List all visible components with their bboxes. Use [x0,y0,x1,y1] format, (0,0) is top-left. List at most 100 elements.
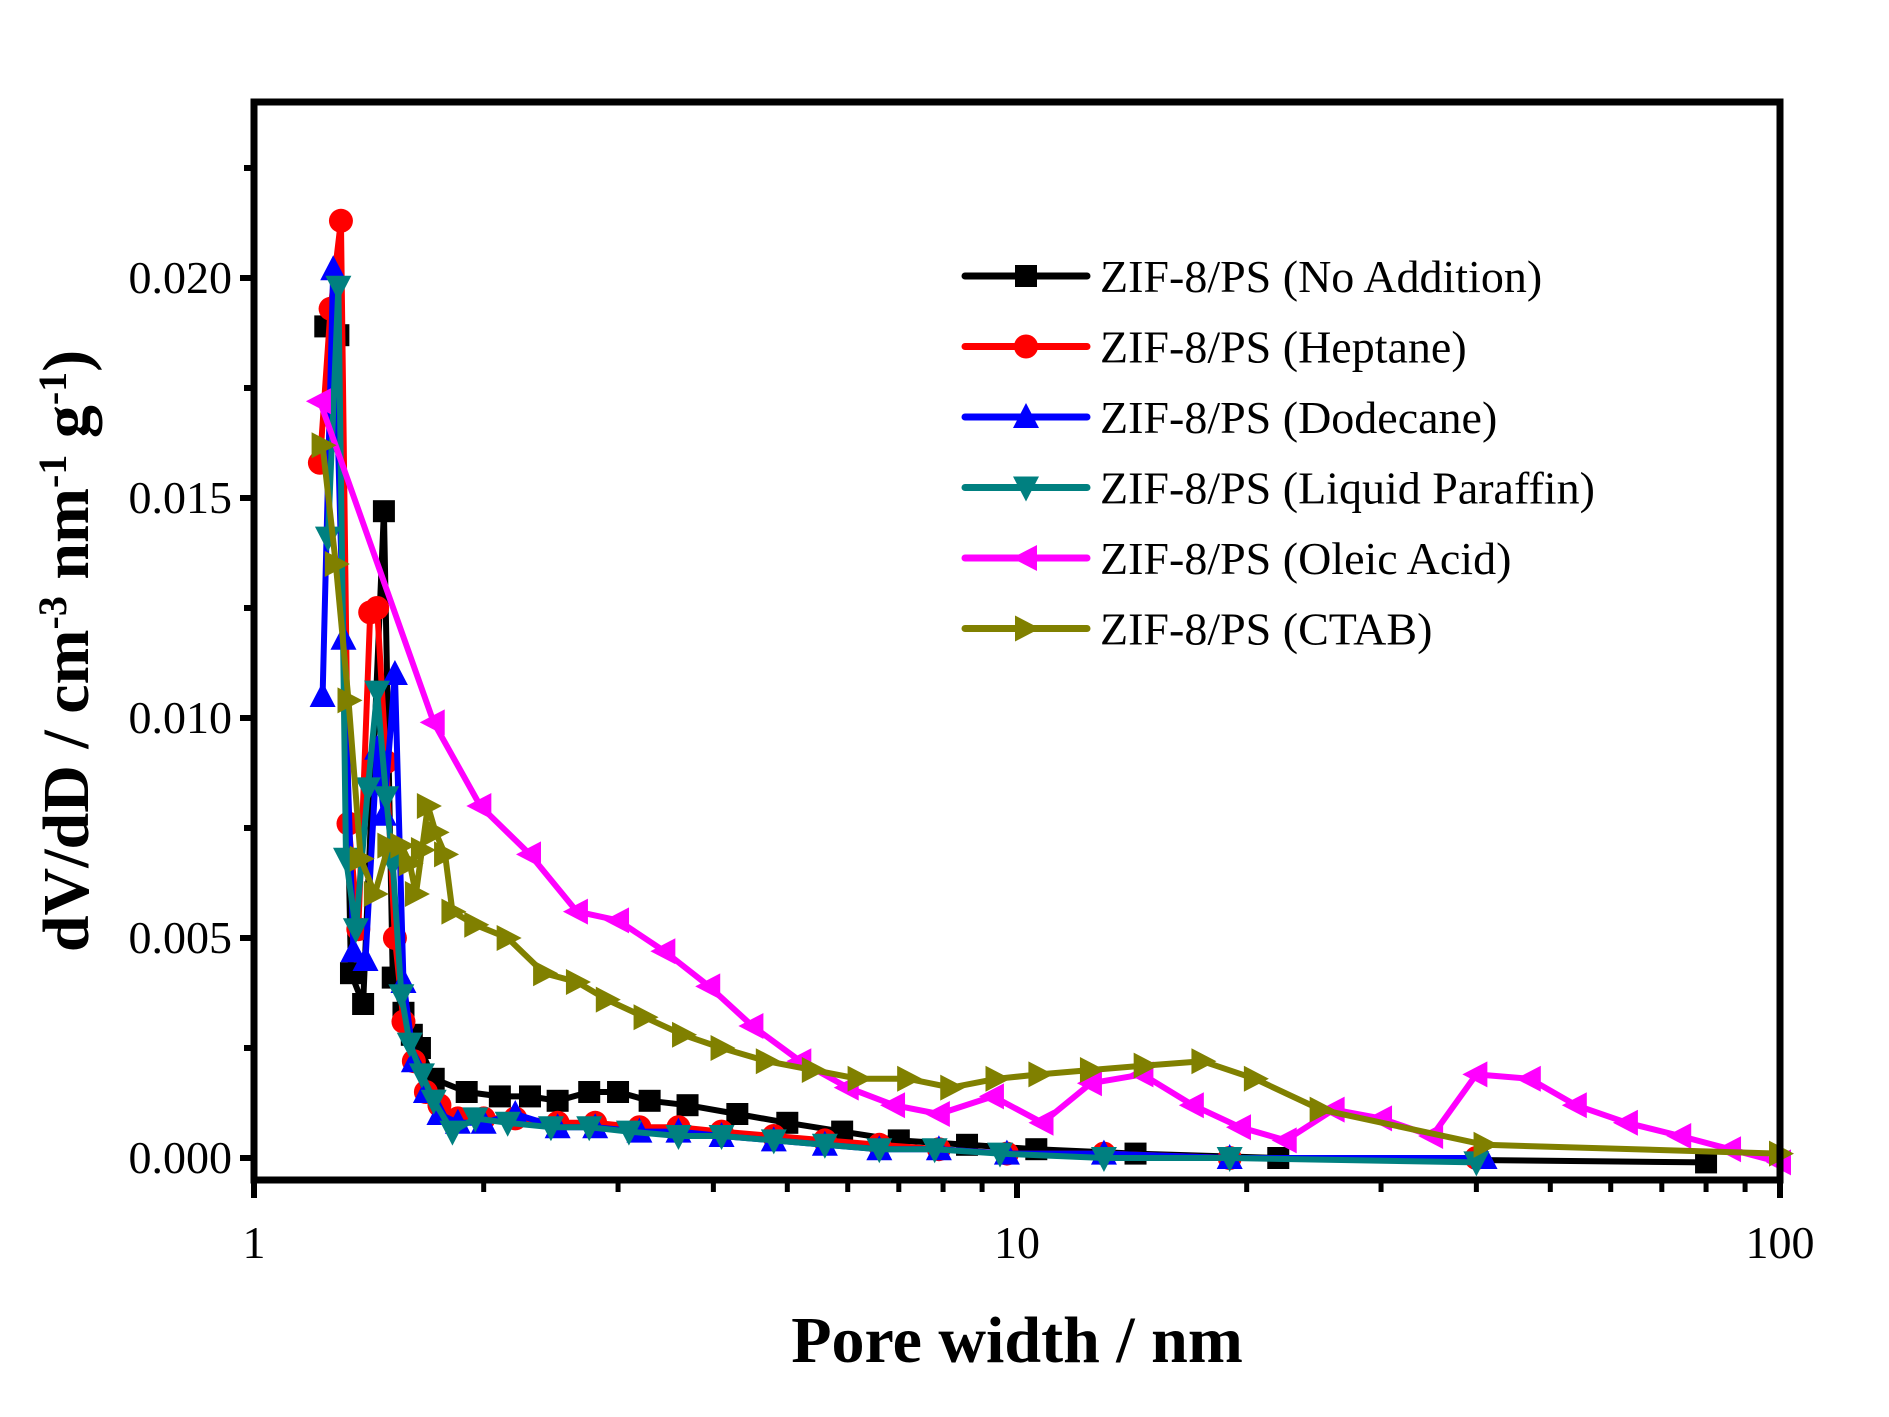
legend-item: ZIF-8/PS (CTAB) [961,604,1432,655]
data-point [314,526,341,552]
series-3 [314,275,1490,1177]
data-point [1666,1123,1692,1149]
y-tick-label: 0.020 [129,252,233,303]
data-point [466,793,492,819]
data-point [638,1089,661,1112]
data-point [1612,1109,1638,1136]
data-point [439,1120,466,1146]
data-point [496,925,522,951]
data-point [576,1116,603,1142]
data-point [1225,1114,1251,1141]
data-point [455,1081,478,1103]
data-point [464,911,490,938]
data-point [1271,1127,1297,1154]
data-point [352,946,379,971]
legend-marker [1014,334,1038,359]
y-tick-label: 0.000 [129,1132,233,1183]
data-point [760,1129,787,1155]
data-point [726,1103,749,1125]
legend-label: ZIF-8/PS (Liquid Paraffin) [1100,463,1595,514]
data-point [1473,1131,1499,1158]
y-tick-label: 0.010 [129,692,233,743]
data-point [978,1083,1004,1110]
x-axis-title: Pore width / nm [791,1304,1243,1377]
data-point [533,960,559,987]
legend-marker [1012,545,1037,571]
data-point [373,786,400,812]
legend-label: ZIF-8/PS (CTAB) [1100,604,1432,655]
data-point [633,1004,659,1031]
data-point [546,1089,569,1112]
data-point [352,993,375,1015]
data-point [987,1142,1014,1168]
x-tick-label: 10 [994,1217,1040,1268]
data-point [615,1120,642,1146]
data-point [604,907,630,934]
data-point [372,500,395,523]
data-point [880,1092,906,1119]
data-point [398,850,424,877]
series-line [324,283,1477,1166]
data-point [364,680,391,706]
data-point [1079,1057,1105,1083]
legend-label: ZIF-8/PS (Oleic Acid) [1100,533,1511,584]
data-point [305,388,331,415]
data-point [940,1074,966,1101]
data-point [1133,1052,1159,1079]
y-axis-title: dV/dD / cm-3 nm-1 g-1) [30,350,104,952]
data-point [325,275,352,301]
data-point [897,1065,923,1092]
series-line [317,400,1781,1166]
data-point [416,793,442,819]
data-point [515,841,541,868]
data-point [1462,1061,1488,1088]
data-point [518,1085,541,1108]
data-point [1695,1151,1718,1174]
legend-marker [1013,403,1039,428]
data-point [1191,1048,1217,1075]
data-point [1028,1061,1054,1088]
x-tick-label: 1 [243,1217,266,1268]
data-point [342,918,369,944]
data-point [377,832,403,859]
data-point [340,937,367,963]
data-point [424,819,450,846]
data-point [708,1125,735,1150]
data-point [1515,1065,1541,1092]
data-point [309,682,336,707]
data-point [801,1057,827,1083]
y-tick-label: 0.005 [129,912,233,963]
data-point [337,687,363,714]
data-point [311,432,337,459]
data-point [390,832,416,859]
data-point [420,1089,447,1115]
data-point [488,1085,511,1108]
data-point [676,1094,699,1117]
data-point [410,837,436,863]
data-point [672,1021,698,1048]
axes-layer: 0.000 0.005 0.010 0.015 0.020 1 10 100 [129,165,1815,1268]
y-tick-label: 0.015 [129,472,233,523]
data-point [494,1111,521,1137]
legend-label: ZIF-8/PS (No Addition) [1100,251,1542,302]
data-point [324,551,350,577]
data-point [396,1032,423,1058]
series-4 [305,388,1791,1176]
data-point [462,1107,489,1133]
data-point [595,986,621,1013]
data-point [354,777,381,803]
data-point [537,1116,564,1142]
legend: ZIF-8/PS (No Addition) ZIF-8/PS (Heptane)… [961,251,1595,655]
legend-marker [1015,615,1040,642]
data-point [650,938,676,965]
data-point [565,969,591,995]
legend-label: ZIF-8/PS (Heptane) [1100,322,1467,373]
legend-label: ZIF-8/PS (Dodecane) [1100,392,1497,443]
data-point [1028,1109,1054,1136]
data-point [1243,1065,1269,1092]
series-5 [311,432,1794,1167]
data-point [866,1138,893,1164]
data-point [755,1048,781,1075]
data-point [1216,1147,1243,1172]
